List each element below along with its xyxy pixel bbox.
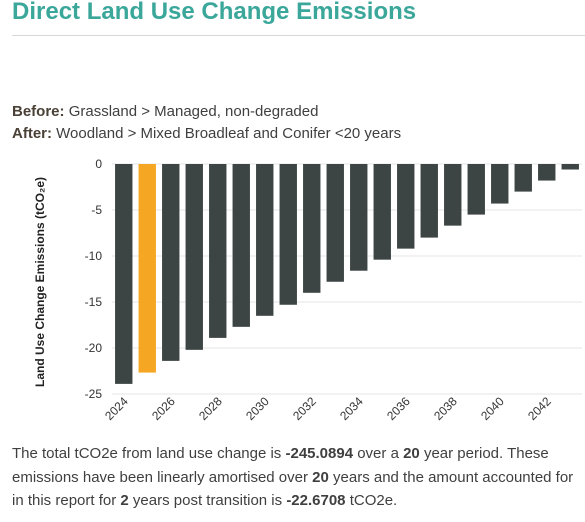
bar-2041 [514, 164, 532, 192]
y-tick-label: -25 [85, 387, 103, 401]
summary-line1-suffix: year period. [423, 445, 504, 462]
bar-2037 [420, 164, 438, 238]
page-title: Direct Land Use Change Emissions [12, 0, 417, 25]
x-tick-label: 2024 [102, 394, 131, 423]
after-row: After: Woodland > Mixed Broadleaf and Co… [12, 125, 401, 142]
x-tick-label: 2026 [149, 394, 178, 423]
x-tick-label: 2032 [290, 394, 319, 423]
bar-2032 [303, 164, 321, 293]
summary-period-years: 20 [403, 445, 420, 462]
before-label: Before: [12, 103, 65, 120]
before-row: Before: Grassland > Managed, non-degrade… [12, 103, 318, 120]
x-tick-label: 2034 [337, 394, 366, 423]
bar-2039 [467, 164, 485, 215]
x-tick-label: 2038 [431, 394, 460, 423]
title-divider [12, 35, 585, 36]
y-tick-label: -20 [85, 341, 103, 355]
bar-2029 [232, 164, 250, 327]
bar-2026 [162, 164, 180, 361]
bar-2031 [279, 164, 297, 305]
bar-2030 [256, 164, 274, 316]
bar-2042 [538, 164, 556, 181]
summary-text: The total tCO2e from land use change is … [12, 442, 582, 513]
after-value: Woodland > Mixed Broadleaf and Conifer <… [56, 125, 402, 142]
after-label: After: [12, 125, 52, 142]
bar-2025 [138, 164, 156, 373]
before-value: Grassland > Managed, non-degraded [68, 103, 319, 120]
summary-amortised-years: 20 [312, 468, 329, 486]
bar-2038 [444, 164, 462, 226]
bar-2036 [397, 164, 415, 249]
summary-reported: -22.6708 [286, 492, 346, 509]
summary-post-years: 2 [120, 492, 129, 509]
y-axis-title: Land Use Change Emissions (tCO₂e) [33, 177, 47, 387]
x-tick-label: 2028 [196, 394, 225, 423]
bar-2024 [115, 164, 133, 384]
bar-2040 [491, 164, 509, 204]
x-tick-label: 2036 [384, 394, 413, 423]
summary-line2-mid: years and the amount accounted for in th… [12, 468, 574, 510]
y-tick-label: -5 [91, 203, 102, 217]
bar-2035 [373, 164, 391, 260]
summary-line1-prefix: The total tCO2e from land use change is [12, 445, 282, 462]
x-tick-label: 2040 [478, 394, 507, 423]
bar-2034 [350, 164, 368, 271]
summary-line2-mid2: years post transition is [132, 492, 283, 509]
summary-total: -245.0894 [285, 445, 354, 462]
summary-unit: tCO2e. [349, 492, 398, 509]
y-tick-label: -15 [85, 295, 103, 309]
bar-2043 [561, 164, 579, 170]
bar-2028 [209, 164, 227, 338]
summary-line1-mid: over a [357, 445, 399, 462]
x-tick-label: 2042 [525, 394, 554, 423]
summary-line2-prefix: These emissions have been linearly amort… [12, 445, 549, 486]
y-tick-label: -10 [85, 249, 103, 263]
y-tick-label: 0 [95, 157, 102, 171]
bar-2033 [326, 164, 344, 282]
bar-2027 [185, 164, 203, 350]
x-tick-label: 2030 [243, 394, 272, 423]
